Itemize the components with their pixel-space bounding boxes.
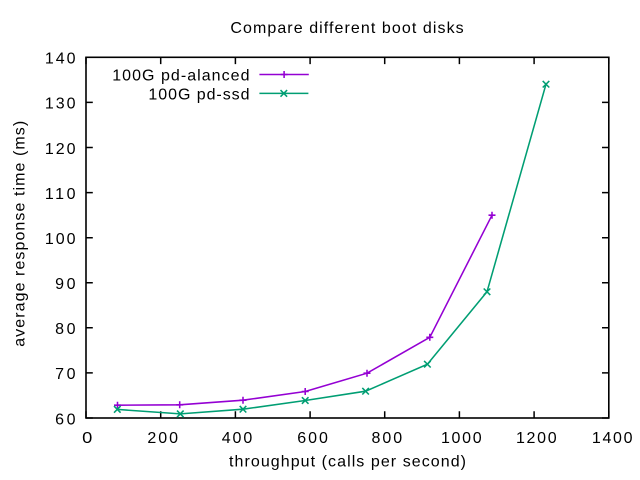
svg-text:Compare different boot disks: Compare different boot disks	[230, 20, 463, 37]
svg-text:1400: 1400	[592, 430, 633, 447]
svg-text:110: 110	[45, 186, 76, 203]
svg-text:120: 120	[45, 141, 76, 158]
svg-text:600: 600	[297, 430, 328, 447]
svg-text:throughput (calls per second): throughput (calls per second)	[229, 453, 466, 470]
svg-text:100G pd-ssd: 100G pd-ssd	[148, 86, 249, 103]
svg-text:140: 140	[45, 51, 76, 68]
svg-text:1000: 1000	[441, 430, 482, 447]
svg-text:800: 800	[372, 430, 403, 447]
svg-text:100G pd-alanced: 100G pd-alanced	[112, 67, 249, 84]
svg-text:400: 400	[222, 430, 253, 447]
svg-text:200: 200	[147, 430, 178, 447]
svg-text:1200: 1200	[516, 430, 557, 447]
svg-text:average response time (ms): average response time (ms)	[11, 121, 28, 347]
svg-text:100: 100	[45, 231, 76, 248]
svg-text:130: 130	[45, 96, 76, 113]
svg-text:0: 0	[82, 430, 92, 447]
